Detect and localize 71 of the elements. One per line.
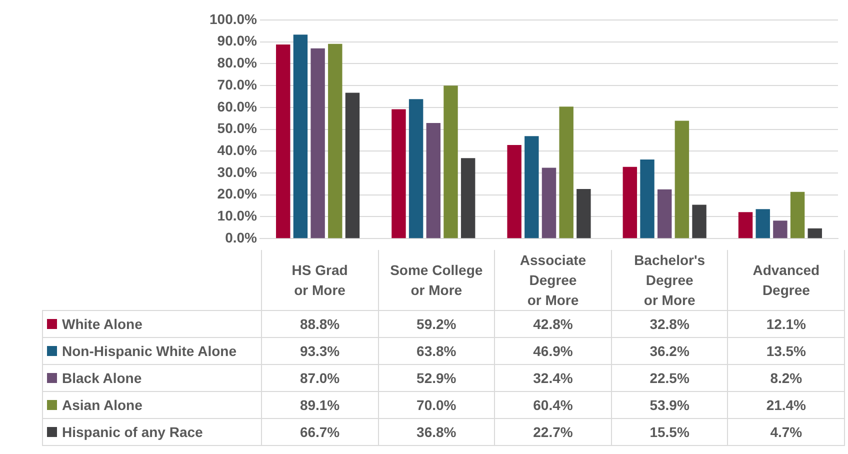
data-label: 36.2% [611, 338, 728, 364]
legend-label: Asian Alone [42, 392, 262, 418]
data-label: 12.1% [728, 310, 844, 338]
data-label: 52.9% [378, 364, 495, 392]
legend-label: Hispanic of any Race [42, 418, 262, 446]
data-label: 32.4% [494, 364, 612, 392]
data-label: 32.8% [611, 310, 728, 338]
y-tick-label: 70.0% [217, 76, 258, 92]
bar [460, 158, 476, 238]
data-label: 53.9% [611, 392, 728, 418]
bar [444, 86, 458, 238]
data-label: 4.7% [728, 418, 844, 446]
bar [408, 99, 424, 238]
data-label: 22.5% [611, 364, 728, 392]
bar [310, 48, 325, 238]
bar [293, 34, 308, 238]
y-tick-label: 90.0% [217, 32, 258, 49]
data-label: 36.8% [378, 418, 495, 446]
y-tick-label: 100.0% [210, 10, 258, 27]
legend-label: Black Alone [42, 364, 262, 392]
x-tick-label: Associate Degree or More [494, 250, 612, 310]
bar [657, 189, 672, 238]
bar [738, 212, 753, 238]
bar [507, 145, 522, 238]
data-label: 93.3% [262, 338, 378, 364]
data-label: 88.8% [262, 310, 378, 338]
bar [542, 168, 556, 238]
data-label: 13.5% [728, 338, 844, 364]
bar [426, 122, 441, 238]
bar [808, 228, 822, 238]
bar [790, 192, 805, 238]
data-label: 22.7% [494, 418, 612, 446]
data-label: 46.9% [494, 338, 612, 364]
data-label: 15.5% [611, 418, 728, 446]
bar [640, 159, 654, 238]
data-label: 87.0% [262, 364, 378, 392]
data-label: 42.8% [494, 310, 612, 338]
bar [576, 188, 591, 238]
y-tick-label: 40.0% [217, 142, 258, 158]
bar [276, 44, 290, 238]
data-label: 63.8% [378, 338, 495, 364]
data-label: 59.2% [378, 310, 495, 338]
bar [328, 44, 342, 238]
x-tick-label: HS Grad or More [262, 250, 378, 310]
data-label: 89.1% [262, 392, 378, 418]
bar [674, 120, 690, 238]
bar [524, 136, 539, 238]
x-tick-label: Advanced Degree [728, 250, 844, 310]
data-label: 8.2% [728, 364, 844, 392]
y-tick-label: 10.0% [217, 208, 258, 224]
bar [756, 209, 770, 238]
data-label: 21.4% [728, 392, 844, 418]
bar [345, 92, 360, 238]
bar [773, 220, 788, 238]
y-tick-label: 30.0% [217, 164, 258, 180]
data-label: 60.4% [494, 392, 612, 418]
bar [392, 109, 406, 238]
y-tick-label: 0.0% [225, 229, 258, 246]
bar [692, 204, 706, 238]
y-tick-label: 80.0% [217, 54, 258, 71]
legend-label: White Alone [42, 310, 262, 338]
data-label: 66.7% [262, 418, 378, 446]
y-tick-label: 60.0% [217, 98, 258, 114]
y-tick-label: 20.0% [217, 186, 258, 202]
bar [622, 166, 638, 238]
bar [559, 106, 574, 238]
legend-label: Non-Hispanic White Alone [42, 338, 262, 364]
y-tick-label: 50.0% [217, 120, 258, 136]
x-tick-label: Some College or More [378, 250, 495, 310]
x-tick-label: Bachelor's Degree or More [611, 250, 728, 310]
data-label: 70.0% [378, 392, 495, 418]
